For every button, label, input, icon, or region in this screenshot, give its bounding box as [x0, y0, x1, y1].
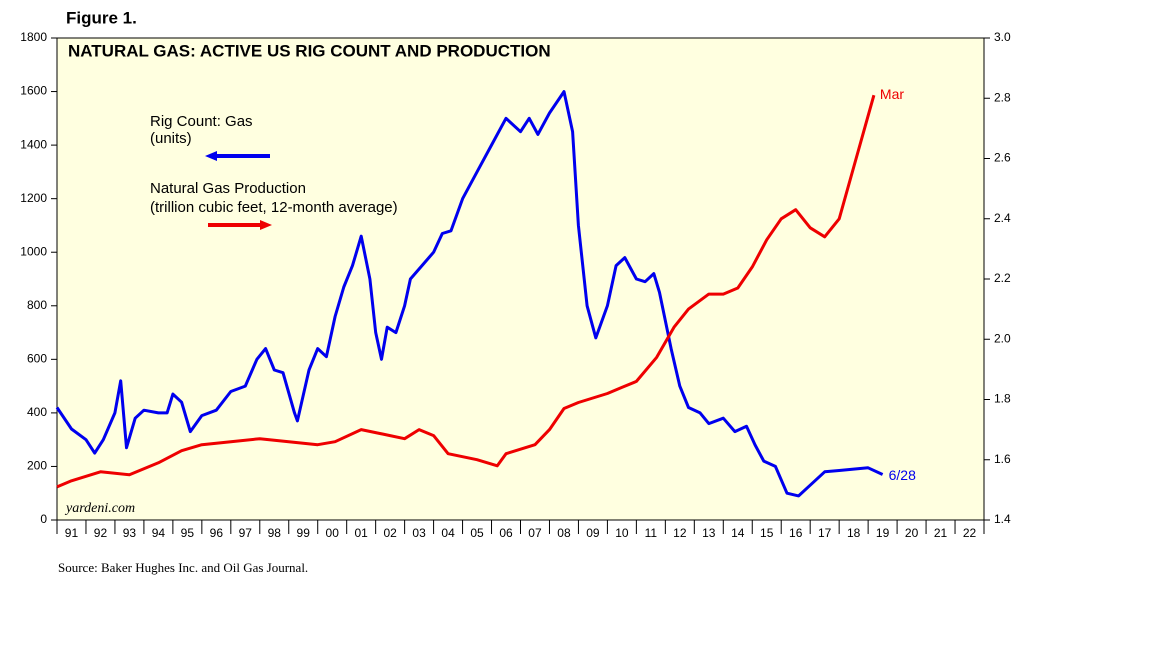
x-tick-label: 01 [354, 526, 368, 540]
x-tick-label: 98 [268, 526, 282, 540]
x-tick-label: 97 [239, 526, 253, 540]
x-tick-label: 08 [557, 526, 571, 540]
legend-unit: (trillion cubic feet, 12-month average) [150, 199, 398, 216]
legend-label: Rig Count: Gas [150, 113, 253, 130]
source: Source: Baker Hughes Inc. and Oil Gas Jo… [58, 560, 308, 575]
legend-arrow-head [260, 220, 272, 230]
x-tick-label: 12 [673, 526, 687, 540]
y2-tick-label: 2.6 [994, 151, 1011, 165]
legend-unit: (units) [150, 130, 192, 147]
x-tick-label: 16 [789, 526, 803, 540]
figure-label: Figure 1. [66, 8, 137, 27]
x-tick-label: 92 [94, 526, 108, 540]
x-tick-label: 93 [123, 526, 137, 540]
y-tick-label: 1400 [20, 137, 47, 151]
series-line [56, 94, 876, 489]
y-tick-label: 400 [27, 405, 47, 419]
x-tick-label: 14 [731, 526, 745, 540]
y-tick-label: 600 [27, 352, 47, 366]
x-tick-label: 15 [760, 526, 774, 540]
y-tick-label: 200 [27, 459, 47, 473]
x-tick-label: 20 [905, 526, 919, 540]
watermark: yardeni.com [64, 501, 135, 516]
x-tick-label: 03 [412, 526, 426, 540]
x-tick-label: 02 [383, 526, 397, 540]
x-tick-label: 94 [152, 526, 166, 540]
y2-tick-label: 1.6 [994, 452, 1011, 466]
x-tick-label: 19 [876, 526, 890, 540]
x-tick-label: 17 [818, 526, 832, 540]
y2-tick-label: 1.4 [994, 512, 1011, 526]
x-tick-label: 04 [441, 526, 455, 540]
x-tick-label: 11 [645, 526, 658, 540]
chart-title: NATURAL GAS: ACTIVE US RIG COUNT AND PRO… [68, 41, 551, 60]
end-label: Mar [880, 86, 904, 102]
y2-tick-label: 3.0 [994, 30, 1011, 44]
y2-tick-label: 2.2 [994, 271, 1011, 285]
y-tick-label: 800 [27, 298, 47, 312]
x-tick-label: 99 [297, 526, 311, 540]
x-tick-label: 91 [65, 526, 79, 540]
end-label: 6/28 [889, 467, 916, 483]
x-tick-label: 07 [528, 526, 542, 540]
x-tick-label: 96 [210, 526, 224, 540]
legend-label: Natural Gas Production [150, 180, 306, 197]
x-tick-label: 21 [934, 526, 948, 540]
y2-tick-label: 2.0 [994, 331, 1011, 345]
x-tick-label: 06 [499, 526, 513, 540]
y2-tick-label: 1.8 [994, 392, 1011, 406]
x-tick-label: 00 [326, 526, 340, 540]
x-tick-label: 10 [615, 526, 629, 540]
plot-area [56, 37, 985, 521]
y-tick-label: 0 [40, 512, 47, 526]
y2-tick-label: 2.4 [994, 211, 1011, 225]
x-tick-label: 13 [702, 526, 716, 540]
y-tick-label: 1800 [20, 30, 47, 44]
x-tick-label: 05 [470, 526, 484, 540]
legend-arrow-head [205, 151, 217, 161]
y2-tick-label: 2.8 [994, 90, 1011, 104]
x-tick-label: 95 [181, 526, 195, 540]
x-tick-label: 18 [847, 526, 861, 540]
y-tick-label: 1200 [20, 191, 47, 205]
x-tick-label: 22 [963, 526, 977, 540]
series-line [55, 90, 884, 498]
y-tick-label: 1600 [20, 84, 47, 98]
x-tick-label: 09 [586, 526, 600, 540]
y-tick-label: 1000 [20, 244, 47, 258]
